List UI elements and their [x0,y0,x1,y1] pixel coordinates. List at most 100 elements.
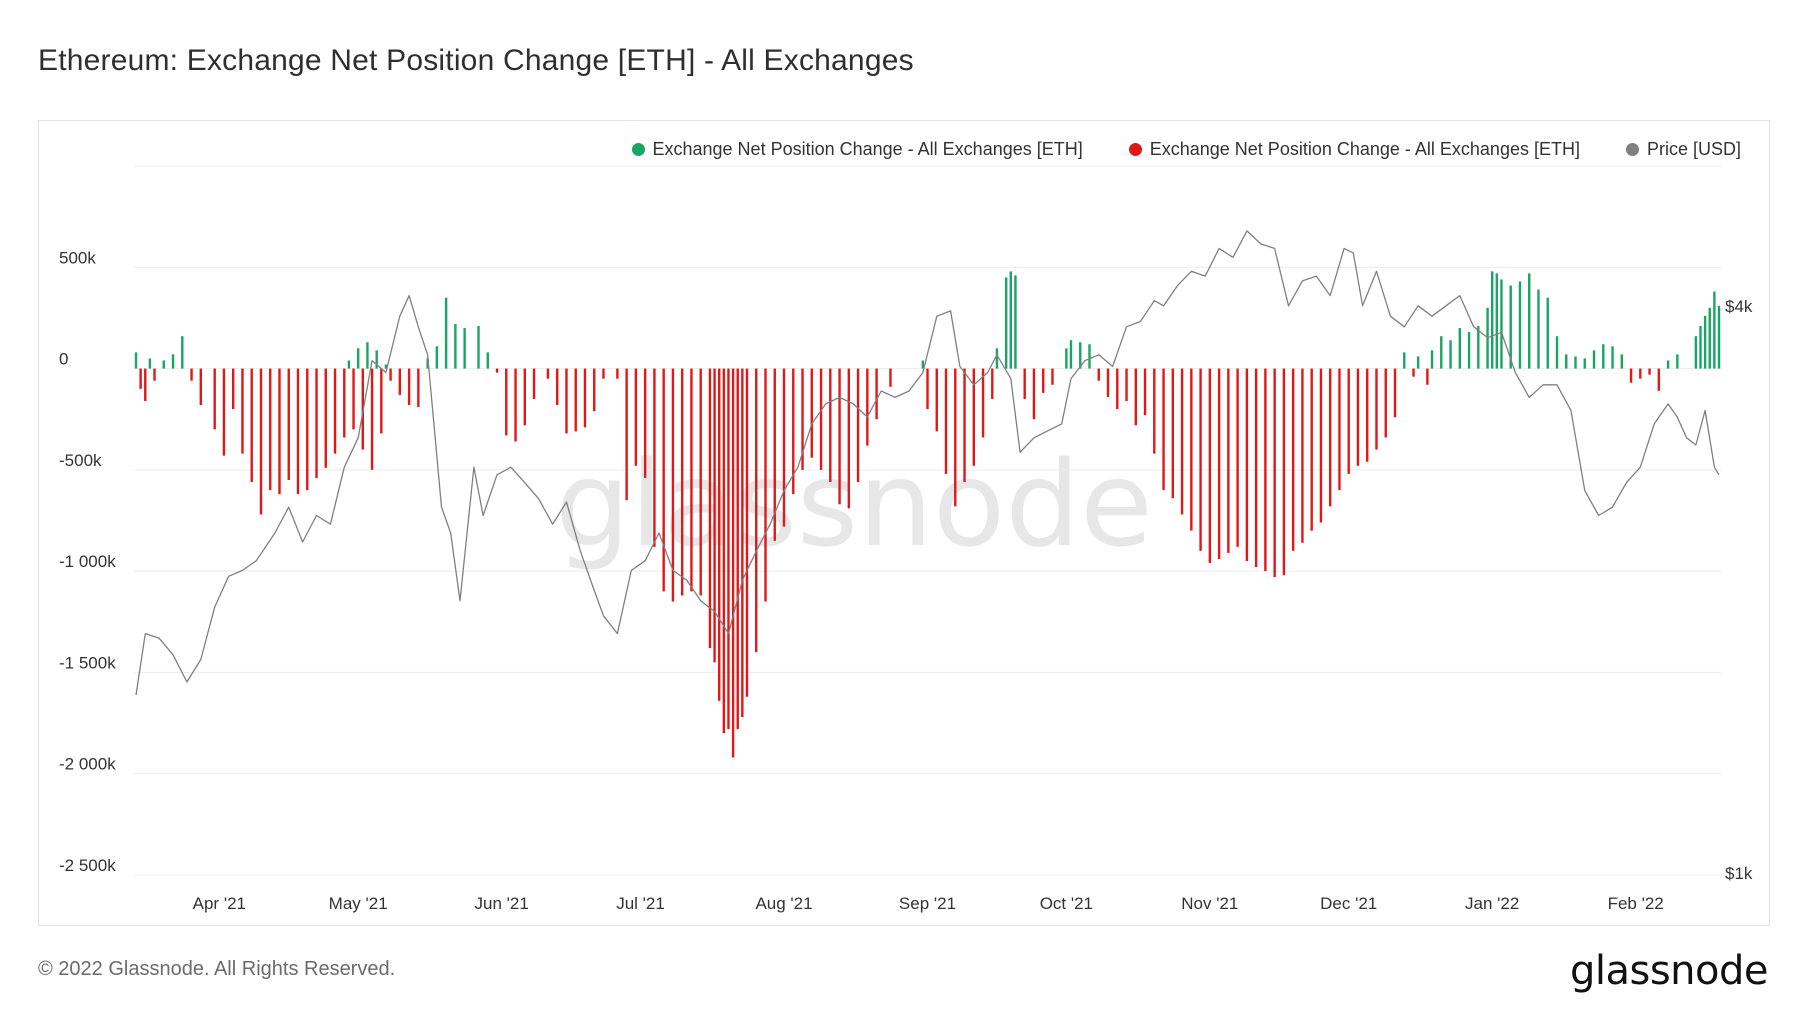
bar-negative [1393,368,1397,418]
bar-positive [1491,271,1494,369]
x-tick-label: Aug '21 [755,894,812,913]
bar-positive [1611,346,1614,369]
bar-positive [1555,336,1559,369]
bar-positive [1708,307,1711,369]
bar-positive [1518,281,1522,369]
bar-negative [1199,368,1202,551]
bar-negative [954,368,957,507]
bar-positive [181,336,184,369]
bar-negative [333,368,337,454]
bar-negative [1648,368,1651,375]
bar-negative [1051,368,1054,385]
bar-negative [838,368,841,505]
legend-item-positive[interactable]: Exchange Net Position Change - All Excha… [631,139,1083,160]
bar-negative [866,368,869,446]
bar-positive [134,352,138,369]
bar-positive [1430,350,1434,369]
x-tick-label: Jul '21 [616,894,665,913]
bar-negative [389,368,392,381]
bar-positive [426,358,429,369]
legend-label-price: Price [USD] [1646,139,1741,159]
bar-negative [593,368,596,412]
bar-negative [546,368,550,379]
bar-negative [1319,368,1323,523]
bar-positive [1528,273,1531,369]
bar-negative [343,368,346,438]
bar-negative [991,368,994,399]
bar-negative [315,368,318,478]
bar-positive [1699,326,1702,369]
x-tick-label: Jan '22 [1465,894,1519,913]
bar-negative [583,368,587,428]
x-tick-label: Dec '21 [1320,894,1377,913]
bar-negative [690,368,693,592]
legend-dot-price [1625,143,1639,156]
bar-negative [1162,368,1165,491]
bar-negative [792,368,795,495]
bar-negative [699,368,702,596]
y-tick-label: -2 000k [59,755,116,774]
bar-positive [1620,354,1623,369]
bar-negative [1227,368,1230,553]
bar-negative [250,368,253,483]
bar-negative [731,368,735,758]
bar-negative [736,368,739,730]
bar-negative [1366,368,1369,462]
legend-dot-positive [631,143,645,156]
bar-negative [352,368,355,430]
bar-negative [889,368,892,387]
bar-negative [1143,368,1147,416]
bar-negative [727,368,730,730]
bar-positive [1088,344,1091,369]
bar-negative [708,368,712,649]
bar-negative [741,368,744,717]
legend-label-positive: Exchange Net Position Change - All Excha… [652,139,1083,159]
bar-negative [556,368,559,406]
bar-negative [713,368,716,663]
y-tick-label: -1 000k [59,552,116,571]
bar-negative [287,368,290,480]
legend-item-price[interactable]: Price [USD] [1625,139,1741,160]
chart-legend: Exchange Net Position Change - All Excha… [631,139,1741,160]
footer-logo[interactable]: glassnode [1569,948,1769,994]
bar-positive [1014,275,1017,369]
bar-negative [745,368,749,697]
bar-positive [477,326,480,369]
legend-item-negative[interactable]: Exchange Net Position Change - All Excha… [1128,139,1580,160]
bar-negative [1097,368,1100,381]
bar-negative [1134,368,1137,426]
bar-negative [306,368,309,491]
bar-negative [1125,368,1128,401]
bar-negative [1190,368,1193,531]
bar-negative [944,368,948,474]
bar-negative [1042,368,1045,393]
bar-negative [1347,368,1350,474]
bar-negative [222,368,226,456]
bar-negative [1338,368,1341,491]
bar-negative [1171,368,1175,499]
bar-negative [1310,368,1313,531]
bar-positive [1065,348,1068,369]
bar-positive [1583,358,1586,369]
bar-negative [1384,368,1387,438]
bar-negative [1254,368,1258,568]
legend-dot-negative [1128,143,1142,156]
bar-positive [375,350,378,369]
bar-positive [1009,271,1013,369]
bar-negative [1657,368,1661,391]
bar-negative [1282,368,1286,576]
page-title: Ethereum: Exchange Net Position Change [… [38,44,914,77]
bar-positive [454,324,457,369]
bar-positive [444,297,448,369]
bar-negative [810,368,813,458]
bar-negative [407,368,411,406]
bar-positive [1403,352,1406,369]
bar-negative [1153,368,1156,454]
bar-positive [1416,356,1420,369]
bar-positive [486,352,489,369]
bar-negative [1639,368,1642,379]
bar-negative [634,368,638,466]
bar-negative [1375,368,1378,450]
x-tick-label: Oct '21 [1040,894,1093,913]
bar-negative [643,368,647,478]
